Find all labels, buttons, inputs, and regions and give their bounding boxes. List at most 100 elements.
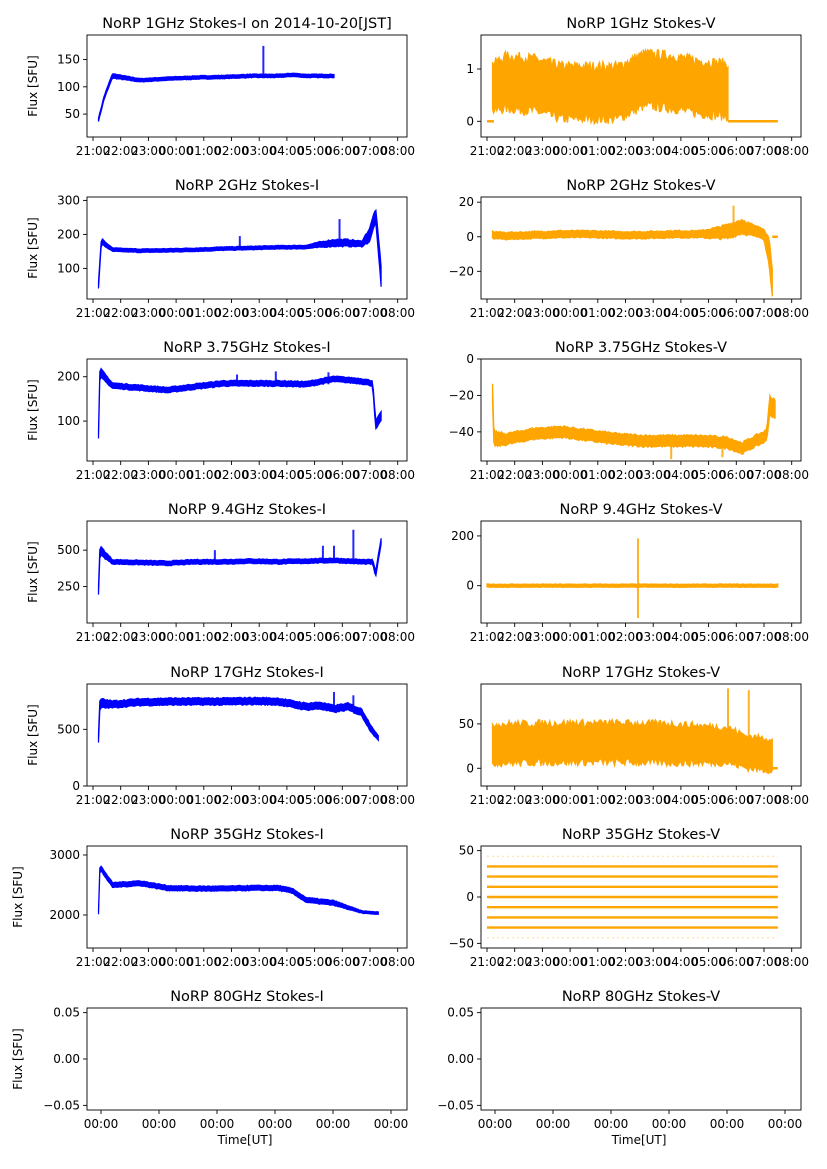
x-tick-label: 21:00 <box>76 793 111 807</box>
y-tick-label: 20 <box>459 195 474 209</box>
x-tick-label: 02:00 <box>214 793 249 807</box>
y-tick-label: 150 <box>57 53 80 67</box>
x-tick-label: 05:00 <box>297 630 332 644</box>
subplot-title: NoRP 1GHz Stokes-V <box>566 16 715 32</box>
y-tick-label: 0 <box>466 114 474 128</box>
x-tick-label: 00:00 <box>652 1117 687 1131</box>
y-tick-label: 0 <box>72 779 80 793</box>
x-tick-label: 05:00 <box>691 306 726 320</box>
subplot-17ghz-v: NoRP 17GHz Stokes-V 0 50 21:0022:0023:0000:… <box>459 665 809 807</box>
x-tick-label: 23:00 <box>131 793 166 807</box>
x-tick-label: 07:00 <box>747 793 782 807</box>
y-axis-label: Flux [SFU] <box>26 55 40 116</box>
y-axis-label: Flux [SFU] <box>11 866 25 927</box>
y-tick-label: 500 <box>57 543 80 557</box>
x-tick-label: 21:00 <box>76 630 111 644</box>
y-tick-label: 100 <box>57 80 80 94</box>
subplot-title: NoRP 35GHz Stokes-V <box>562 827 720 843</box>
y-tick-label: 2000 <box>49 908 80 922</box>
x-axis-label: Time[UT] <box>217 1133 273 1147</box>
x-tick-label: 21:00 <box>470 468 505 482</box>
x-tick-label: 02:00 <box>214 955 249 969</box>
data-series-band <box>97 72 335 122</box>
x-tick-label: 02:00 <box>214 144 249 158</box>
plot-area <box>491 688 778 775</box>
subplot-1ghz-i: NoRP 1GHz Stokes-I on 2014-10-20[JST] 50 1… <box>26 16 415 158</box>
x-tick-label: 06:00 <box>325 955 360 969</box>
y-tick-label: 500 <box>57 722 80 736</box>
x-tick-label: 00:00 <box>553 144 588 158</box>
x-tick-label: 04:00 <box>270 306 305 320</box>
x-tick-label: 00:00 <box>536 1117 571 1131</box>
x-tick-label: 03:00 <box>242 955 277 969</box>
x-tick-label: 21:00 <box>470 630 505 644</box>
x-tick-label: 22:00 <box>103 144 138 158</box>
x-tick-label: 00:00 <box>159 306 194 320</box>
subplot-title: NoRP 80GHz Stokes-V <box>562 989 720 1005</box>
x-tick-label: 01:00 <box>581 306 616 320</box>
x-tick-label: 03:00 <box>636 630 671 644</box>
plot-area <box>486 538 779 619</box>
x-tick-label: 06:00 <box>325 793 360 807</box>
x-tick-label: 23:00 <box>131 630 166 644</box>
x-tick-label: 04:00 <box>270 793 305 807</box>
x-tick-label: 02:00 <box>608 144 643 158</box>
x-tick-label: 04:00 <box>664 306 699 320</box>
x-tick-label: 00:00 <box>159 793 194 807</box>
x-tick-label: 22:00 <box>103 630 138 644</box>
x-tick-label: 21:00 <box>76 306 111 320</box>
subplot-2ghz-i: NoRP 2GHz Stokes-I 100 200 300 21:0022:0023:… <box>26 178 415 320</box>
x-tick-label: 03:00 <box>242 468 277 482</box>
x-tick-label: 00:00 <box>374 1117 409 1131</box>
y-tick-label: 0.00 <box>53 1052 80 1066</box>
x-tick-label: 00:00 <box>84 1117 119 1131</box>
x-tick-label: 03:00 <box>242 630 277 644</box>
x-tick-label: 07:00 <box>747 955 782 969</box>
x-tick-label: 04:00 <box>270 144 305 158</box>
x-tick-label: 21:00 <box>470 144 505 158</box>
y-tick-label: 0 <box>466 579 474 593</box>
plot-area <box>97 45 335 122</box>
x-axis-label: Time[UT] <box>611 1133 667 1147</box>
x-tick-label: 01:00 <box>581 955 616 969</box>
y-tick-label: 200 <box>57 227 80 241</box>
data-series-band <box>97 367 382 439</box>
x-tick-label: 21:00 <box>470 955 505 969</box>
axes-frame <box>86 34 408 138</box>
axes-frame <box>480 683 802 787</box>
x-tick-label: 23:00 <box>131 955 166 969</box>
y-tick-label: 0.05 <box>447 1006 474 1020</box>
x-tick-label: 21:00 <box>470 306 505 320</box>
x-tick-label: 06:00 <box>325 306 360 320</box>
subplot-title: NoRP 1GHz Stokes-I on 2014-10-20[JST] <box>102 16 392 32</box>
subplot-80ghz-v: NoRP 80GHz Stokes-V −0.05 0.00 0.05 00:00 00:… <box>437 989 802 1147</box>
x-tick-label: 01:00 <box>581 630 616 644</box>
subplot-title: NoRP 80GHz Stokes-I <box>170 989 324 1005</box>
y-tick-label: 50 <box>459 717 474 731</box>
x-tick-label: 00:00 <box>553 630 588 644</box>
x-tick-label: 02:00 <box>214 306 249 320</box>
x-tick-label: 00:00 <box>159 144 194 158</box>
y-tick-label: 100 <box>57 414 80 428</box>
data-series-band <box>491 383 776 455</box>
x-tick-label: 06:00 <box>719 468 754 482</box>
x-tick-label: 08:00 <box>774 793 809 807</box>
data-series-band <box>97 538 382 595</box>
plot-area <box>97 367 382 439</box>
y-tick-label: 0 <box>466 890 474 904</box>
plot-area <box>491 205 778 297</box>
x-tick-label: 05:00 <box>691 793 726 807</box>
x-tick-label: 01:00 <box>187 793 222 807</box>
x-tick-label: 22:00 <box>497 144 532 158</box>
x-tick-label: 00:00 <box>258 1117 293 1131</box>
subplot-title: NoRP 3.75GHz Stokes-I <box>163 340 330 356</box>
x-tick-label: 02:00 <box>608 955 643 969</box>
x-tick-label: 22:00 <box>497 468 532 482</box>
x-tick-label: 02:00 <box>608 468 643 482</box>
data-series-band <box>97 696 379 743</box>
x-tick-label: 23:00 <box>525 306 560 320</box>
axes-frame <box>480 34 802 138</box>
x-tick-label: 02:00 <box>608 793 643 807</box>
x-tick-label: 02:00 <box>214 468 249 482</box>
